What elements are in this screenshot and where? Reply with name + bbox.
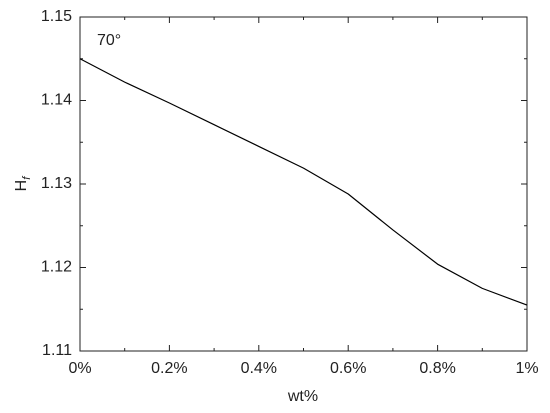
y-axis-label-subscript: f (21, 176, 33, 180)
x-tick-label: 0% (68, 360, 91, 377)
y-axis-label-text: Hf (13, 176, 33, 192)
x-axis-label: wt% (287, 388, 318, 405)
y-tick-label: 1.11 (42, 342, 72, 359)
plot-frame (79, 16, 528, 352)
y-tick-label: 1.12 (41, 259, 72, 276)
annotation: 70° (97, 32, 121, 49)
line (79, 58, 528, 306)
y-tick-label: 1.13 (41, 175, 72, 192)
y-tick-label: 1.14 (41, 92, 72, 109)
y-tick-label: 1.15 (41, 8, 72, 25)
y-axis-label: Hf (13, 176, 33, 192)
x-tick-label: 1% (515, 360, 538, 377)
x-tick-label: 0.2% (151, 360, 187, 377)
x-tick-label: 0.4% (241, 360, 277, 377)
y-axis-label-base: H (13, 180, 30, 192)
x-tick-label: 0.8% (419, 360, 455, 377)
x-tick-label: 0.6% (330, 360, 366, 377)
